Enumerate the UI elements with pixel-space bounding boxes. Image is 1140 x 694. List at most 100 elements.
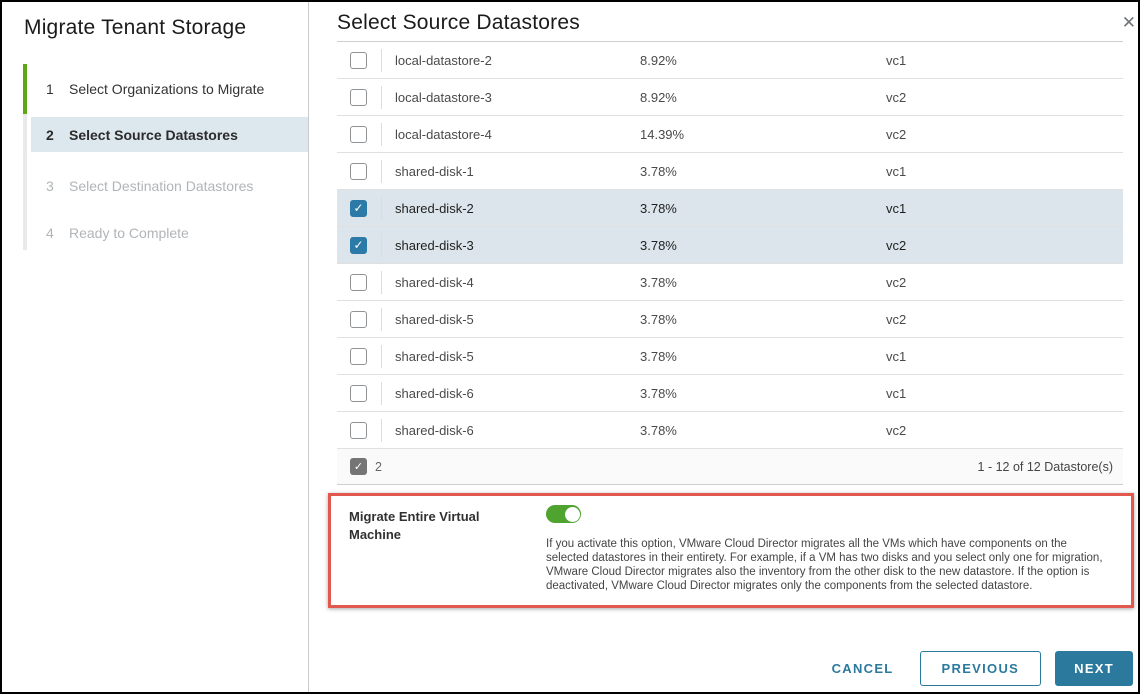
row-checkbox[interactable]: [350, 421, 367, 439]
row-checkbox[interactable]: [350, 347, 367, 365]
table-row[interactable]: shared-disk-6 3.78% vc1: [337, 375, 1123, 412]
close-icon[interactable]: ✕: [1121, 13, 1136, 32]
migrate-entire-vm-toggle[interactable]: [546, 505, 581, 523]
migrate-entire-vm-description: If you activate this option, VMware Clou…: [546, 538, 1103, 593]
datastore-vcenter: vc1: [886, 52, 907, 68]
datastore-name: shared-disk-2: [395, 200, 474, 216]
step-label: Select Destination Datastores: [69, 177, 254, 194]
datastore-usage: 3.78%: [640, 237, 677, 253]
datastore-usage: 3.78%: [640, 163, 677, 179]
table-row[interactable]: shared-disk-4 3.78% vc2: [337, 264, 1123, 301]
table-row[interactable]: shared-disk-1 3.78% vc1: [337, 153, 1123, 190]
column-divider: [381, 418, 382, 442]
step-number: 4: [46, 224, 54, 241]
step-label: Select Organizations to Migrate: [69, 81, 265, 97]
step-label: Select Source Datastores: [69, 126, 238, 143]
column-divider: [381, 270, 382, 294]
step-progress-bar: [23, 64, 27, 114]
datastore-name: shared-disk-3: [395, 237, 474, 253]
row-checkbox[interactable]: [350, 199, 367, 217]
column-divider: [381, 344, 382, 368]
migrate-entire-vm-section-annotation: Migrate Entire Virtual Machine If you ac…: [328, 493, 1134, 609]
wizard-title: Migrate Tenant Storage: [24, 16, 247, 39]
datastore-usage: 14.39%: [640, 126, 685, 142]
datastore-usage: 3.78%: [640, 274, 677, 290]
datastore-vcenter: vc1: [886, 200, 907, 216]
datastore-vcenter: vc2: [886, 126, 907, 142]
migrate-entire-vm-body: If you activate this option, VMware Clou…: [527, 505, 1103, 593]
row-checkbox[interactable]: [350, 310, 367, 328]
datastore-vcenter: vc2: [886, 274, 907, 290]
column-divider: [381, 48, 382, 72]
wizard-steps: 1 Select Organizations to Migrate 2 Sele…: [2, 64, 308, 250]
row-checkbox[interactable]: [350, 125, 367, 143]
datastore-usage: 3.78%: [640, 385, 677, 401]
sidebar-step-select-source-datastores[interactable]: 2 Select Source Datastores: [31, 117, 308, 152]
table-row[interactable]: local-datastore-4 14.39% vc2: [337, 116, 1123, 153]
column-divider: [381, 85, 382, 109]
table-row[interactable]: shared-disk-5 3.78% vc1: [337, 338, 1123, 375]
datastore-vcenter: vc2: [886, 237, 907, 253]
pagination-range: 1 - 12 of 12 Datastore(s): [977, 459, 1113, 474]
datastore-vcenter: vc2: [886, 89, 907, 105]
table-row[interactable]: shared-disk-3 3.78% vc2: [337, 227, 1123, 264]
migrate-entire-vm-label: Migrate Entire Virtual Machine: [349, 509, 480, 543]
main-header: Select Source Datastores ✕: [337, 2, 1136, 41]
datastore-usage: 8.92%: [640, 52, 677, 68]
datastore-name: shared-disk-1: [395, 163, 474, 179]
step-number: 1: [46, 81, 54, 97]
datastore-usage: 3.78%: [640, 422, 677, 438]
sidebar-step-select-destination-datastores: 3 Select Destination Datastores: [31, 168, 308, 203]
row-checkbox[interactable]: [350, 384, 367, 402]
sidebar-step-ready-to-complete: 4 Ready to Complete: [31, 215, 308, 250]
row-checkbox[interactable]: [350, 236, 367, 254]
datastore-usage: 3.78%: [640, 200, 677, 216]
table-footer: ✓ 2 1 - 12 of 12 Datastore(s): [337, 449, 1123, 485]
datastore-name: shared-disk-5: [395, 311, 474, 327]
datastore-usage: 3.78%: [640, 311, 677, 327]
table-row[interactable]: shared-disk-5 3.78% vc2: [337, 301, 1123, 338]
row-checkbox[interactable]: [350, 273, 367, 291]
table-row[interactable]: local-datastore-3 8.92% vc2: [337, 79, 1123, 116]
table-row[interactable]: shared-disk-6 3.78% vc2: [337, 412, 1123, 449]
column-divider: [381, 122, 382, 146]
column-divider: [381, 196, 382, 220]
wizard-sidebar: Migrate Tenant Storage 1 Select Organiza…: [2, 2, 309, 692]
column-divider: [381, 381, 382, 405]
table-row[interactable]: local-datastore-2 8.92% vc1: [337, 42, 1123, 79]
datastore-name: shared-disk-5: [395, 348, 474, 364]
datastore-name: local-datastore-4: [395, 126, 492, 142]
column-divider: [381, 307, 382, 331]
selected-count: 2: [375, 459, 382, 474]
datastore-usage: 8.92%: [640, 89, 677, 105]
table-row[interactable]: shared-disk-2 3.78% vc1: [337, 190, 1123, 227]
column-divider: [381, 233, 382, 257]
step-number: 2: [46, 126, 54, 143]
datastore-vcenter: vc2: [886, 422, 907, 438]
column-divider: [381, 159, 382, 183]
datastore-vcenter: vc1: [886, 348, 907, 364]
datastore-vcenter: vc1: [886, 163, 907, 179]
datastore-vcenter: vc2: [886, 311, 907, 327]
wizard-main-panel: Select Source Datastores ✕ local-datasto…: [309, 2, 1140, 692]
page-title: Select Source Datastores: [337, 11, 580, 34]
next-button[interactable]: NEXT: [1055, 651, 1133, 687]
step-track: [23, 64, 27, 250]
datastore-table: local-datastore-2 8.92% vc1 local-datast…: [337, 41, 1123, 485]
selected-count-checkbox-icon[interactable]: ✓: [350, 458, 367, 475]
datastore-name: shared-disk-6: [395, 385, 474, 401]
toggle-knob: [564, 506, 580, 522]
datastore-name: shared-disk-4: [395, 274, 474, 290]
row-checkbox[interactable]: [350, 162, 367, 180]
wizard-actions: CANCEL PREVIOUS NEXT: [337, 651, 1134, 687]
cancel-button[interactable]: CANCEL: [826, 652, 900, 685]
datastore-name: local-datastore-2: [395, 52, 492, 68]
row-checkbox[interactable]: [350, 51, 367, 69]
step-number: 3: [46, 177, 54, 194]
datastore-usage: 3.78%: [640, 348, 677, 364]
sidebar-step-select-organizations[interactable]: 1 Select Organizations to Migrate: [31, 64, 308, 114]
row-checkbox[interactable]: [350, 88, 367, 106]
previous-button[interactable]: PREVIOUS: [919, 651, 1042, 687]
datastore-name: local-datastore-3: [395, 89, 492, 105]
